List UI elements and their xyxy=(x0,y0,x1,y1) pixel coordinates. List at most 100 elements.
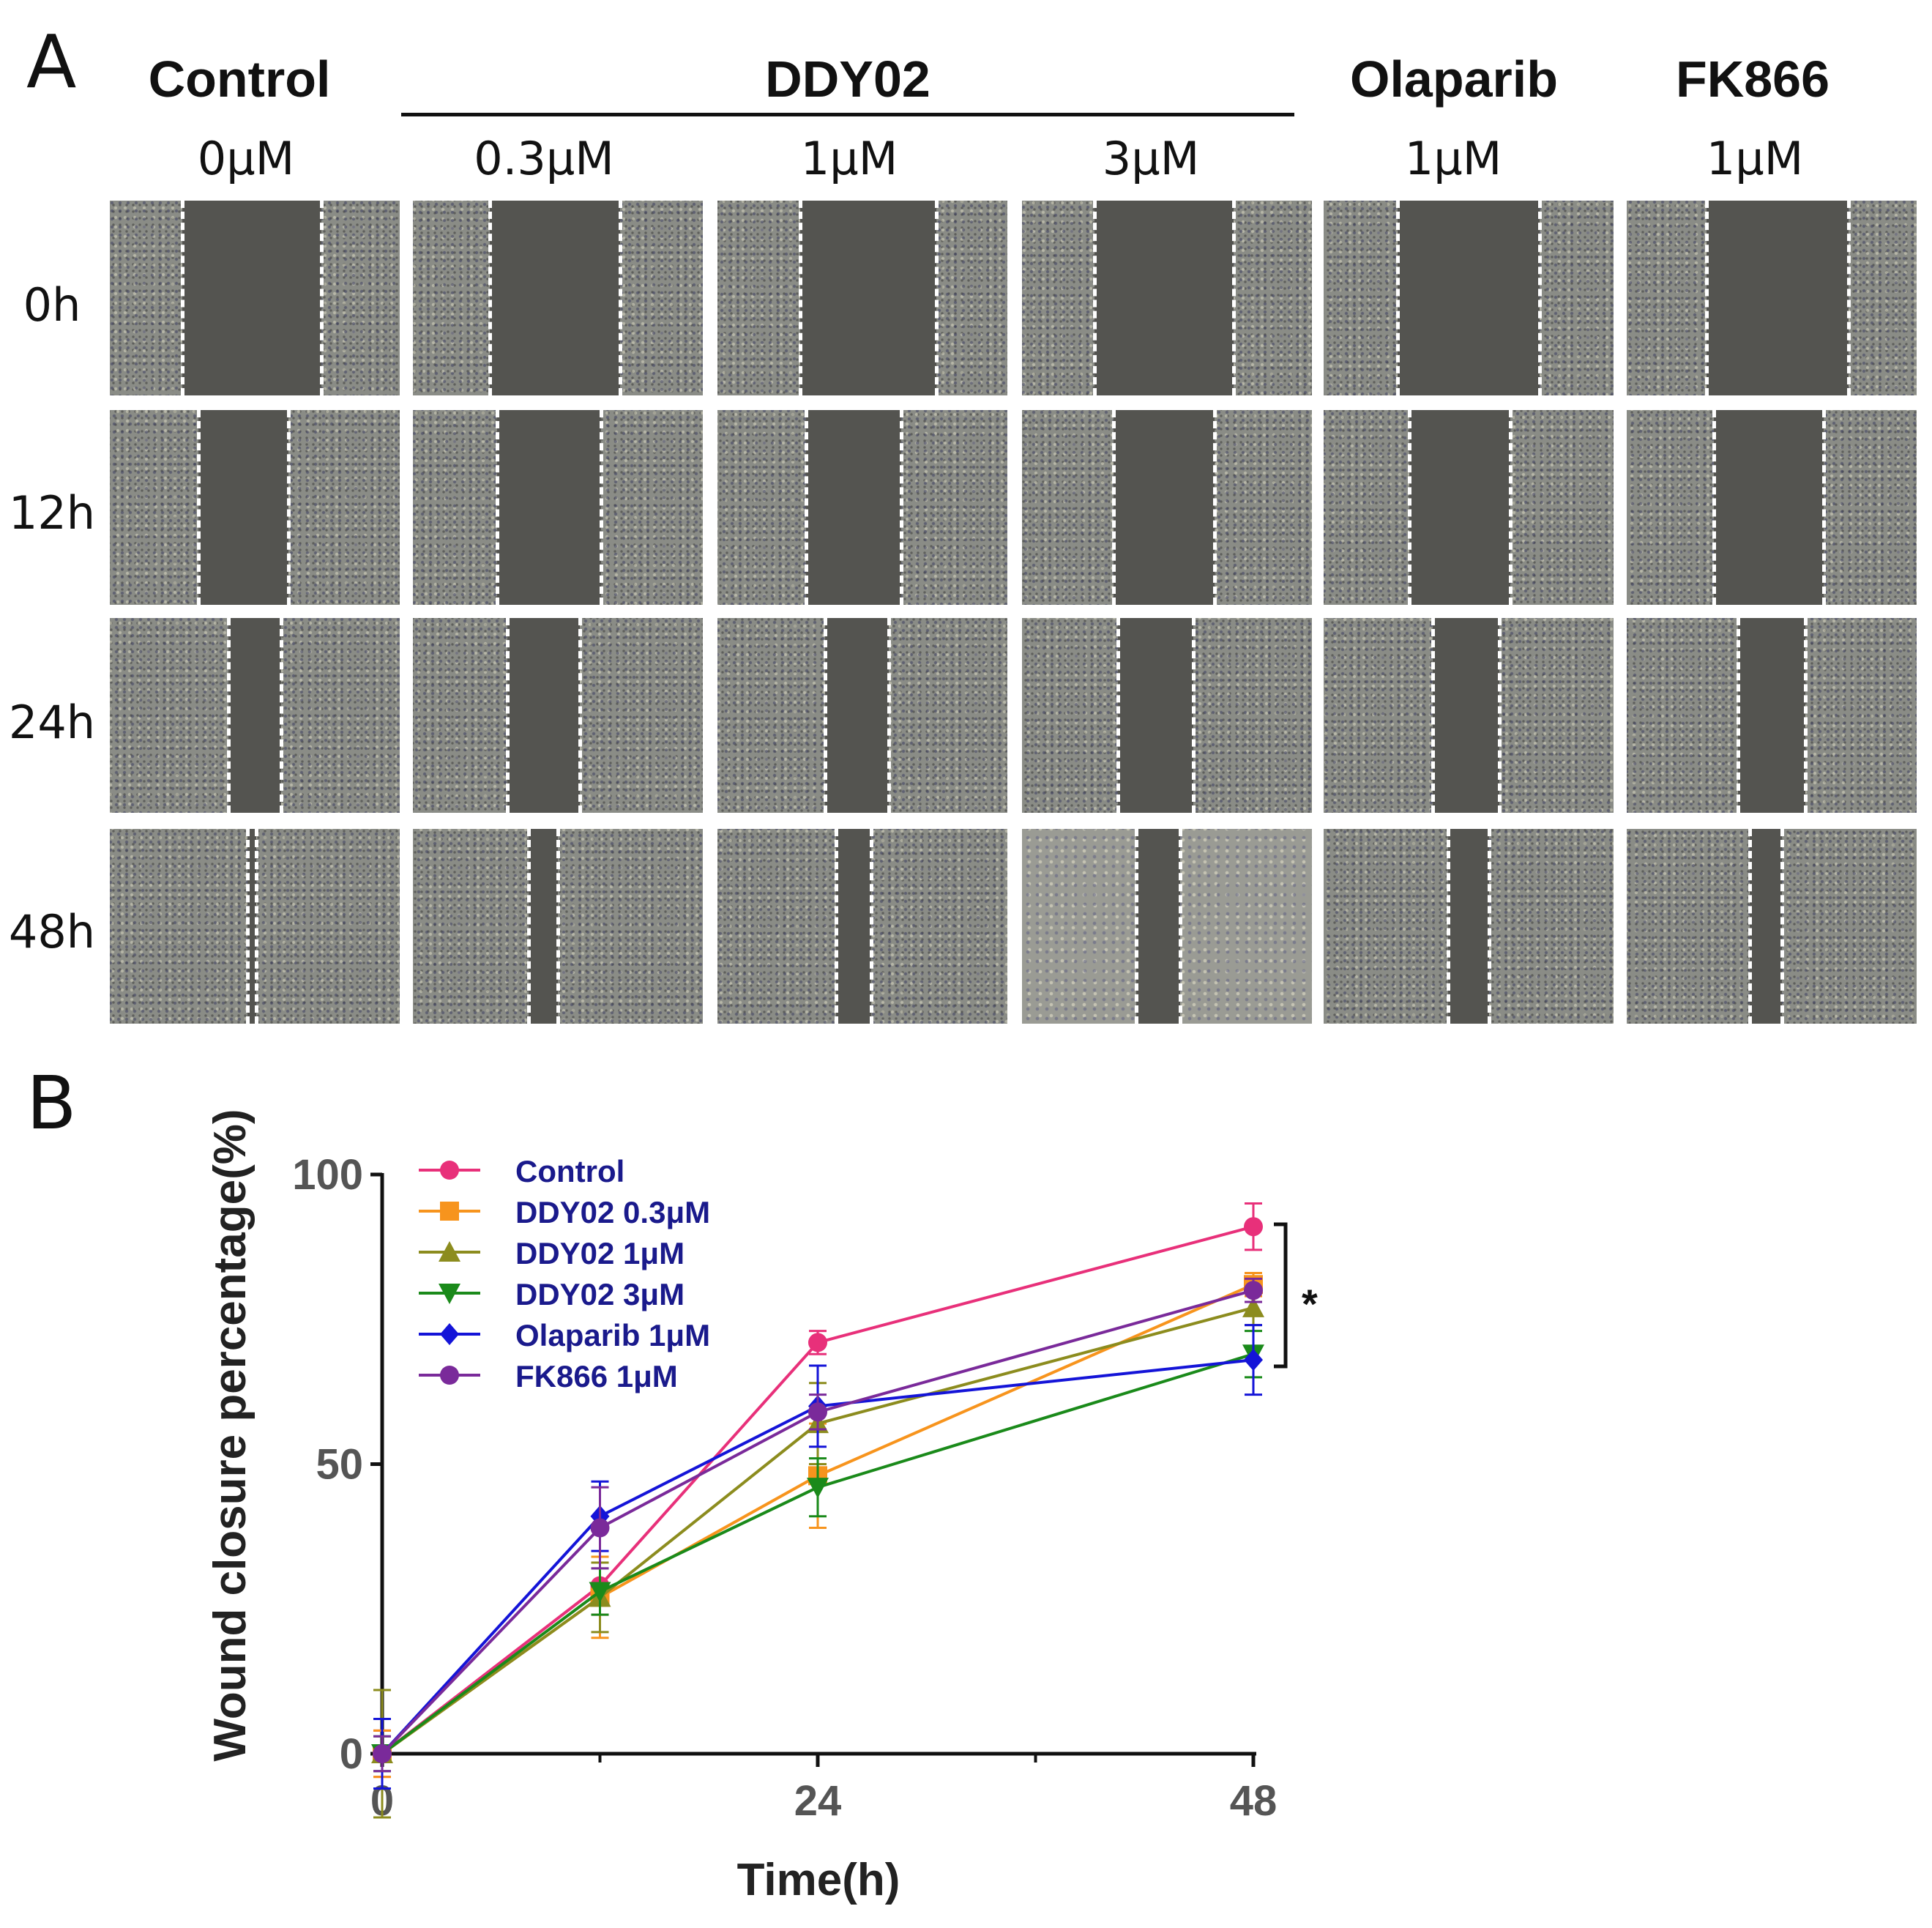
micrograph-tile xyxy=(717,618,1007,813)
wound-edge-line xyxy=(279,618,283,813)
micrograph-tile xyxy=(1627,618,1917,813)
row-label-time: 24h xyxy=(8,696,96,749)
wound-edge-line xyxy=(1447,829,1451,1024)
wound-gap xyxy=(1713,410,1824,605)
micrograph-tile xyxy=(1627,201,1917,395)
y-tick-label: 0 xyxy=(340,1730,363,1778)
wound-edge-line xyxy=(181,201,184,395)
micrograph-tile xyxy=(413,618,703,813)
micrograph-tile xyxy=(1022,829,1312,1024)
x-tick-label: 24 xyxy=(794,1777,842,1825)
series-fk866-1-m xyxy=(373,1277,1263,1773)
data-point xyxy=(1242,1296,1264,1317)
wound-edge-line xyxy=(1712,410,1716,605)
series-line xyxy=(381,1225,1254,1755)
legend-entry: DDY02 0.3μM xyxy=(419,1195,710,1229)
wound-edge-line xyxy=(619,201,623,395)
wound-edge-line xyxy=(1407,410,1411,605)
series-line xyxy=(381,1306,1254,1755)
wound-edge-line xyxy=(1178,829,1182,1024)
wound-edge-line xyxy=(804,410,808,605)
wound-edge-line xyxy=(934,201,939,395)
micrograph-tile xyxy=(413,201,703,395)
concentration-label: 1μM xyxy=(1404,132,1502,185)
legend-marker xyxy=(440,1202,459,1221)
micrograph-tile xyxy=(1627,829,1917,1024)
y-tick-label: 100 xyxy=(292,1151,363,1199)
column-header-fk866: FK866 xyxy=(1675,51,1830,108)
column-header-olaparib: Olaparib xyxy=(1350,51,1558,108)
wound-edge-line xyxy=(900,410,904,605)
wound-edge-line xyxy=(1232,201,1237,395)
micrograph-tile xyxy=(110,410,400,605)
wound-gap xyxy=(198,410,288,605)
micrograph-tile xyxy=(1022,618,1312,813)
legend-entry: FK866 1μM xyxy=(419,1359,678,1393)
wound-edge-line xyxy=(600,410,604,605)
micrograph-tile xyxy=(1627,410,1917,605)
concentration-label: 0μM xyxy=(197,132,295,185)
wound-edge-line xyxy=(869,829,873,1024)
wound-edge-line xyxy=(1093,201,1097,395)
micrograph-tile xyxy=(1324,618,1614,813)
wound-gap xyxy=(1094,201,1234,395)
wound-edge-line xyxy=(556,829,560,1024)
wound-gap xyxy=(247,829,256,1024)
wound-edge-line xyxy=(495,410,499,605)
micrograph-tile xyxy=(1324,410,1614,605)
wound-edge-line xyxy=(320,201,324,395)
wound-gap xyxy=(805,410,902,605)
wound-gap xyxy=(1432,618,1499,813)
wound-edge-line xyxy=(1704,201,1709,395)
panel-b-letter: B xyxy=(26,1060,77,1146)
wound-edge-line xyxy=(887,618,891,813)
legend-label: Control xyxy=(515,1154,624,1188)
micrograph-tile xyxy=(1022,410,1312,605)
x-axis-label: Time(h) xyxy=(737,1855,900,1905)
wound-gap xyxy=(1448,829,1489,1024)
wound-edge-line xyxy=(1538,201,1543,395)
wound-edge-line xyxy=(246,829,250,1024)
wound-gap xyxy=(1113,410,1215,605)
legend-marker xyxy=(440,1366,459,1385)
legend-entry: DDY02 1μM xyxy=(419,1236,685,1270)
legend-marker xyxy=(440,1161,459,1180)
wound-gap xyxy=(1409,410,1511,605)
wound-edge-line xyxy=(286,410,291,605)
legend-label: DDY02 1μM xyxy=(515,1236,685,1270)
legend-label: Olaparib 1μM xyxy=(515,1318,710,1352)
significance-bracket xyxy=(1274,1222,1288,1369)
wound-gap xyxy=(1750,829,1782,1024)
data-point xyxy=(807,1478,829,1499)
chart-series-layer xyxy=(371,1202,1264,1819)
wound-edge-line xyxy=(835,829,839,1024)
wound-edge-line xyxy=(1135,829,1139,1024)
wound-edge-line xyxy=(1748,829,1753,1024)
wound-gap xyxy=(489,201,621,395)
series-line xyxy=(381,1358,1254,1755)
legend-label: DDY02 0.3μM xyxy=(515,1195,710,1229)
micrograph-tile xyxy=(717,201,1007,395)
legend-label: DDY02 3μM xyxy=(515,1277,685,1311)
wound-edge-line xyxy=(798,201,802,395)
micrograph-tile xyxy=(110,201,400,395)
wound-edge-line xyxy=(1111,410,1116,605)
wound-gap xyxy=(824,618,889,813)
wound-gap xyxy=(507,618,580,813)
concentration-label: 1μM xyxy=(1706,132,1804,185)
wound-gap xyxy=(1117,618,1193,813)
y-tick-label: 50 xyxy=(316,1441,363,1489)
wound-edge-line xyxy=(488,201,492,395)
data-point xyxy=(590,1518,610,1538)
micrograph-tile xyxy=(1324,201,1614,395)
data-point xyxy=(1244,1217,1263,1237)
micrograph-tile xyxy=(413,410,703,605)
wound-edge-line xyxy=(1846,201,1851,395)
wound-gap xyxy=(1136,829,1180,1024)
wound-edge-line xyxy=(254,829,258,1024)
wound-gap xyxy=(1397,201,1540,395)
wound-gap xyxy=(836,829,871,1024)
ddy02-group-bar xyxy=(401,113,1294,116)
